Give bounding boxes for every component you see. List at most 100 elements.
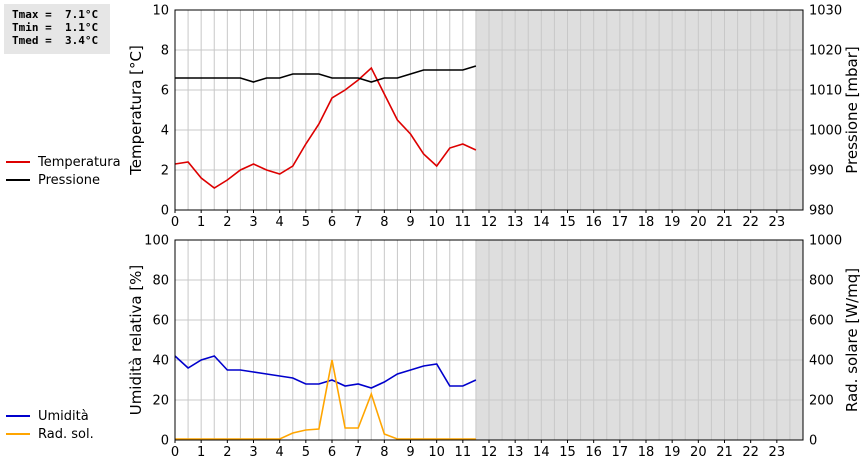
bottom-y-tick-label: 80: [152, 274, 169, 289]
legend-bottom: Umidità Rad. sol.: [6, 407, 94, 443]
top-x-tick-label: 1: [197, 215, 205, 230]
bottom-x-tick-label: 9: [406, 445, 414, 460]
bottom-y-tick-label: 60: [152, 314, 169, 329]
top-x-tick-label: 4: [276, 215, 284, 230]
bottom-x-tick-label: 3: [249, 445, 257, 460]
top-x-tick-label: 9: [406, 215, 414, 230]
top-y-right-axis-label: Pressione [mbar]: [843, 46, 860, 174]
legend-swatch-umidita: [6, 415, 30, 417]
bottom-x-tick-label: 13: [507, 445, 524, 460]
top-x-tick-label: 20: [690, 215, 707, 230]
legend-label-umidita: Umidità: [38, 408, 89, 424]
legend-item-radsol: Rad. sol.: [6, 425, 94, 443]
bottom-future-shade: [475, 240, 803, 440]
bottom-x-tick-label: 5: [302, 445, 310, 460]
top-future-shade: [475, 10, 803, 210]
top-x-tick-label: 15: [559, 215, 576, 230]
bottom-x-tick-label: 6: [328, 445, 336, 460]
bottom-series-secondary-line: [175, 359, 476, 440]
top-series-primary-line: [174, 66, 477, 189]
top-y-tick-label: 4: [161, 124, 169, 139]
bottom-y-right-tick-label: 0: [809, 434, 817, 449]
legend-label-pressione: Pressione: [38, 172, 101, 188]
top-x-tick-label: 22: [742, 215, 759, 230]
top-y-tick-label: 8: [161, 44, 169, 59]
top-x-tick-label: 23: [769, 215, 786, 230]
bottom-x-tick-label: 0: [171, 445, 179, 460]
bottom-y-right-tick-label: 1000: [809, 234, 842, 249]
top-x-tick-label: 0: [171, 215, 179, 230]
stat-tmed: Tmed = 3.4°C: [12, 34, 99, 47]
top-x-tick-label: 13: [507, 215, 524, 230]
bottom-x-tick-label: 19: [664, 445, 681, 460]
top-x-tick-label: 10: [428, 215, 445, 230]
bottom-series-primary-line: [174, 355, 477, 389]
bottom-x-tick-label: 2: [223, 445, 231, 460]
top-x-tick-label: 11: [455, 215, 472, 230]
top-y-tick-label: 6: [161, 84, 169, 99]
bottom-x-tick-label: 12: [481, 445, 498, 460]
top-series-secondary-line: [175, 65, 477, 83]
bottom-x-tick-label: 1: [197, 445, 205, 460]
top-y-right-tick-label: 1030: [809, 4, 842, 19]
bottom-y-right-tick-label: 800: [809, 274, 834, 289]
bottom-x-tick-label: 8: [380, 445, 388, 460]
bottom-x-tick-label: 22: [742, 445, 759, 460]
legend-label-radsol: Rad. sol.: [38, 426, 94, 442]
top-x-tick-label: 5: [302, 215, 310, 230]
top-x-tick-label: 18: [638, 215, 655, 230]
top-x-tick-label: 16: [585, 215, 602, 230]
top-x-tick-label: 21: [716, 215, 733, 230]
bottom-x-tick-label: 20: [690, 445, 707, 460]
legend-swatch-radsol: [6, 433, 30, 435]
legend-swatch-temperatura: [6, 161, 30, 163]
bottom-y-right-axis-label: Rad. solare [W/mq]: [843, 268, 860, 412]
top-x-tick-label: 19: [664, 215, 681, 230]
top-y-right-tick-label: 1020: [809, 44, 842, 59]
bottom-x-tick-label: 17: [612, 445, 629, 460]
bottom-x-tick-label: 11: [455, 445, 472, 460]
stat-tmin: Tmin = 1.1°C: [12, 21, 99, 34]
bottom-y-tick-label: 20: [152, 394, 169, 409]
bottom-y-axis-label: Umidità relativa [%]: [127, 265, 145, 416]
legend-item-umidita: Umidità: [6, 407, 94, 425]
legend-item-pressione: Pressione: [6, 171, 121, 189]
top-x-tick-label: 12: [481, 215, 498, 230]
top-y-tick-label: 10: [152, 4, 169, 19]
top-y-right-tick-label: 1010: [809, 84, 842, 99]
legend-label-temperatura: Temperatura: [38, 154, 121, 170]
stats-box: Tmax = 7.1°C Tmin = 1.1°C Tmed = 3.4°C: [4, 4, 110, 54]
legend-top: Temperatura Pressione: [6, 153, 121, 189]
top-y-right-tick-label: 980: [809, 204, 834, 219]
bottom-x-tick-label: 16: [585, 445, 602, 460]
top-y-axis-label: Temperatura [°C]: [127, 45, 145, 176]
top-x-tick-label: 17: [612, 215, 629, 230]
top-x-tick-label: 8: [380, 215, 388, 230]
top-y-right-tick-label: 1000: [809, 124, 842, 139]
bottom-x-tick-label: 10: [428, 445, 445, 460]
bottom-x-tick-label: 21: [716, 445, 733, 460]
top-y-tick-label: 0: [161, 204, 169, 219]
bottom-x-tick-label: 4: [276, 445, 284, 460]
bottom-y-right-tick-label: 200: [809, 394, 834, 409]
top-x-tick-label: 6: [328, 215, 336, 230]
top-y-tick-label: 2: [161, 164, 169, 179]
bottom-y-right-tick-label: 400: [809, 354, 834, 369]
bottom-x-tick-label: 23: [769, 445, 786, 460]
stat-tmax: Tmax = 7.1°C: [12, 8, 99, 21]
bottom-y-right-tick-label: 600: [809, 314, 834, 329]
bottom-x-tick-label: 18: [638, 445, 655, 460]
bottom-x-tick-label: 15: [559, 445, 576, 460]
top-x-tick-label: 2: [223, 215, 231, 230]
bottom-x-tick-label: 14: [533, 445, 550, 460]
top-x-tick-label: 3: [249, 215, 257, 230]
top-x-tick-label: 7: [354, 215, 362, 230]
top-x-tick-label: 14: [533, 215, 550, 230]
legend-swatch-pressione: [6, 179, 30, 181]
bottom-y-tick-label: 40: [152, 354, 169, 369]
bottom-y-tick-label: 100: [144, 234, 169, 249]
bottom-y-tick-label: 0: [161, 434, 169, 449]
top-y-right-tick-label: 990: [809, 164, 834, 179]
bottom-x-tick-label: 7: [354, 445, 362, 460]
